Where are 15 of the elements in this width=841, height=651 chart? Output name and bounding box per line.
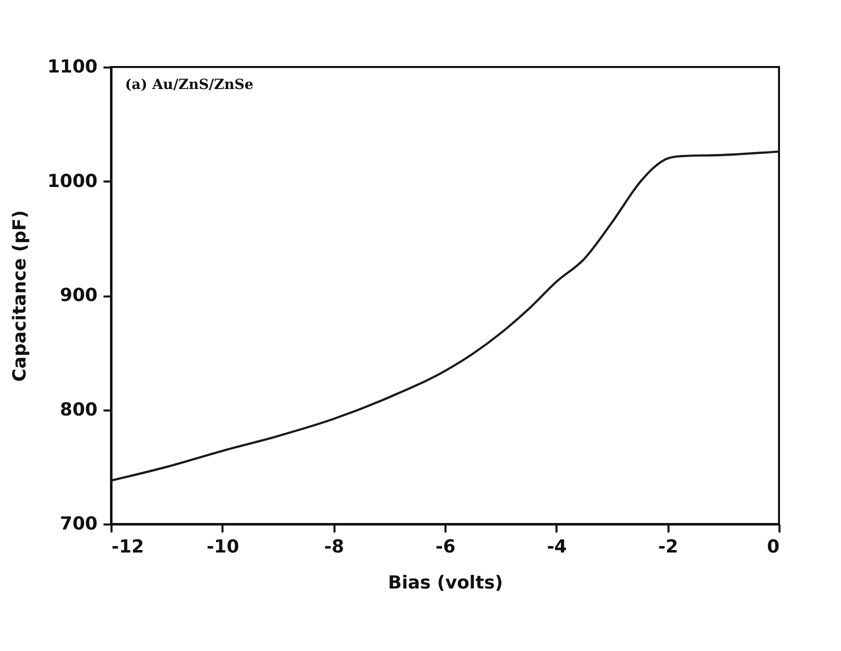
x-tick-label: -2	[658, 536, 678, 558]
y-tick-label: 900	[60, 285, 98, 306]
y-tick-label: 1100	[47, 56, 98, 78]
x-tick-label: -12	[112, 536, 144, 558]
x-axis-title: Bias (volts)	[388, 572, 504, 594]
y-tick-label: 700	[60, 514, 98, 534]
x-tick-label: 0	[766, 536, 780, 558]
y-tick-label: 800	[60, 399, 98, 420]
x-tick-label: -10	[206, 536, 240, 558]
y-tick-label: 1000	[47, 170, 98, 192]
y-axis-title: Capacitance (pF)	[9, 210, 30, 382]
x-tick-label: -8	[324, 536, 344, 558]
x-tick-label: -4	[546, 536, 567, 558]
x-tick-label: -6	[436, 536, 456, 558]
annotation: (a) Au/ZnS/ZnSe	[125, 77, 254, 93]
